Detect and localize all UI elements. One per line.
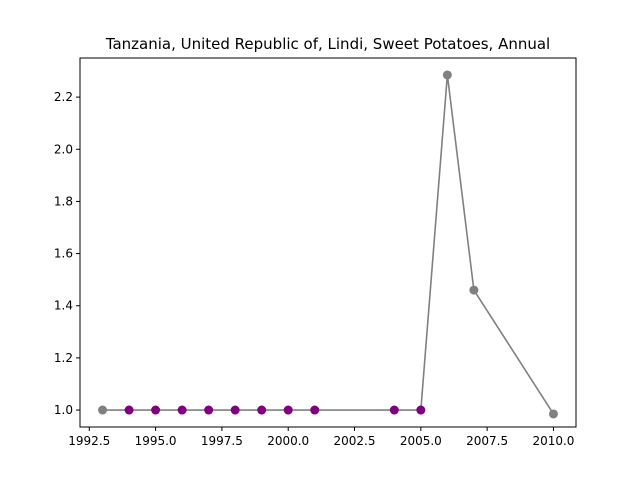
data-point [124, 405, 134, 415]
x-axis: 1992.5 1995.0 1997.5 2000.0 2002.5 2005.0 2007… [68, 427, 574, 448]
x-tick-label: 2005.0 [400, 434, 442, 448]
x-tick-label: 1997.5 [201, 434, 243, 448]
x-tick-label: 2002.5 [334, 434, 376, 448]
data-point [283, 405, 293, 415]
y-tick-label: 2.0 [54, 142, 73, 156]
chart-title: Tanzania, United Republic of, Lindi, Swe… [105, 35, 550, 53]
data-point [389, 405, 399, 415]
data-point [257, 405, 267, 415]
series-line [102, 74, 555, 415]
y-tick-label: 1.0 [54, 403, 73, 417]
data-point [204, 405, 214, 415]
y-tick-label: 1.4 [54, 299, 73, 313]
x-tick-label: 1992.5 [68, 434, 110, 448]
x-tick-label: 1995.0 [135, 434, 177, 448]
data-point [442, 70, 452, 80]
data-point [310, 405, 320, 415]
y-axis: 1.0 1.2 1.4 1.6 1.8 2.0 2.2 [54, 90, 80, 417]
plot-area [98, 70, 558, 419]
y-tick-label: 1.2 [54, 351, 73, 365]
data-point [151, 405, 161, 415]
axes-frame [79, 57, 577, 428]
y-tick-label: 2.2 [54, 90, 73, 104]
data-point [98, 405, 108, 415]
x-tick-label: 2000.0 [267, 434, 309, 448]
data-point [469, 285, 479, 295]
x-tick-label: 2007.5 [466, 434, 508, 448]
data-point [177, 405, 187, 415]
data-point [548, 409, 558, 419]
data-point [230, 405, 240, 415]
y-tick-label: 1.6 [54, 247, 73, 261]
data-point [416, 405, 426, 415]
y-tick-label: 1.8 [54, 194, 73, 208]
x-tick-label: 2010.0 [532, 434, 574, 448]
